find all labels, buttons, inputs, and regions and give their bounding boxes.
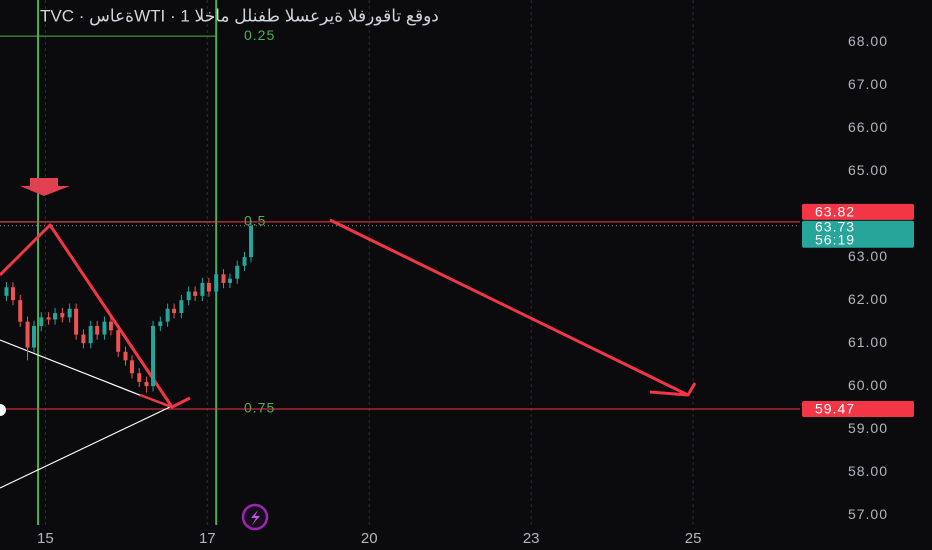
x-tick-label: 25 <box>685 530 702 547</box>
candle-body <box>221 274 226 283</box>
candle-body <box>235 265 240 279</box>
price-label: 59.47 <box>815 401 855 417</box>
candle-body <box>116 330 121 352</box>
arrow-line <box>329 218 689 397</box>
y-tick-label: 59.00 <box>848 420 888 436</box>
handle <box>0 404 6 416</box>
candle-body <box>74 308 79 335</box>
candle-body <box>200 282 205 296</box>
countdown-label: 56:19 <box>815 231 855 247</box>
candle-body <box>18 300 23 322</box>
candle-body <box>214 274 219 292</box>
candle-body <box>46 317 51 320</box>
last-price-label: 63.73 <box>815 218 855 234</box>
y-tick-label: 61.00 <box>848 334 888 350</box>
candle-body <box>32 325 37 348</box>
axes: 57.0058.0059.0060.0061.0062.0063.0064.00… <box>37 33 914 547</box>
y-tick-label: 66.00 <box>848 119 888 135</box>
candle-body <box>60 313 65 318</box>
candle-body <box>102 321 107 335</box>
x-tick-label: 17 <box>199 530 216 547</box>
candle-body <box>151 325 156 387</box>
price-label: 63.82 <box>815 204 855 220</box>
x-tick-label: 20 <box>361 530 378 547</box>
y-tick-label: 57.00 <box>848 506 888 522</box>
candle-body <box>53 313 58 320</box>
y-tick-label: 58.00 <box>848 463 888 479</box>
candle-body <box>25 321 30 348</box>
arrow-head <box>649 382 697 397</box>
candle-body <box>165 308 170 322</box>
candle-body <box>206 282 211 292</box>
candle-body <box>67 308 72 318</box>
candle-body <box>129 360 134 374</box>
candle-body <box>158 321 163 326</box>
fib-label: 0.5 <box>244 213 266 229</box>
candles <box>4 220 254 393</box>
price-label-box <box>802 400 914 417</box>
x-tick-label: 23 <box>523 530 540 547</box>
down-arrow-marker <box>20 178 70 196</box>
candle-body <box>81 334 86 344</box>
x-tick-label: 15 <box>37 530 54 547</box>
drawings <box>0 178 697 531</box>
candle-body <box>10 287 15 301</box>
y-tick-label: 63.00 <box>848 248 888 264</box>
y-tick-label: 60.00 <box>848 377 888 393</box>
y-tick-label: 62.00 <box>848 291 888 307</box>
candle-body <box>193 291 198 296</box>
candle-body <box>88 325 93 344</box>
candle-body <box>242 257 247 266</box>
candle-body <box>108 321 113 331</box>
y-tick-label: 68.00 <box>848 33 888 49</box>
candle-body <box>137 373 142 382</box>
y-tick-label: 65.00 <box>848 162 888 178</box>
fib-label: 0.75 <box>244 400 275 416</box>
chart-title: TVC · ةعاسWTI · 1 دوقع تاقورفلا ةيرعسلا … <box>40 6 439 26</box>
trend-line <box>0 406 171 489</box>
pattern-drawing <box>139 393 173 409</box>
candle-body <box>95 325 100 335</box>
fib-label: 0.25 <box>244 27 275 43</box>
candle-body <box>123 351 128 361</box>
candle-body <box>4 287 9 296</box>
candle-body <box>227 278 232 283</box>
candle-body <box>144 381 149 387</box>
candle-body <box>179 300 184 314</box>
candle-body <box>186 291 191 301</box>
levels: 0.25 0.5 0.75 <box>0 0 800 525</box>
candle-body <box>249 225 254 258</box>
candle-body <box>172 308 177 314</box>
last-price-box <box>802 220 914 248</box>
pattern-drawing <box>0 223 191 409</box>
candle-body <box>39 317 44 326</box>
price-label-box <box>802 203 914 220</box>
event-icon-bolt <box>251 510 260 525</box>
y-tick-label: 67.00 <box>848 76 888 92</box>
